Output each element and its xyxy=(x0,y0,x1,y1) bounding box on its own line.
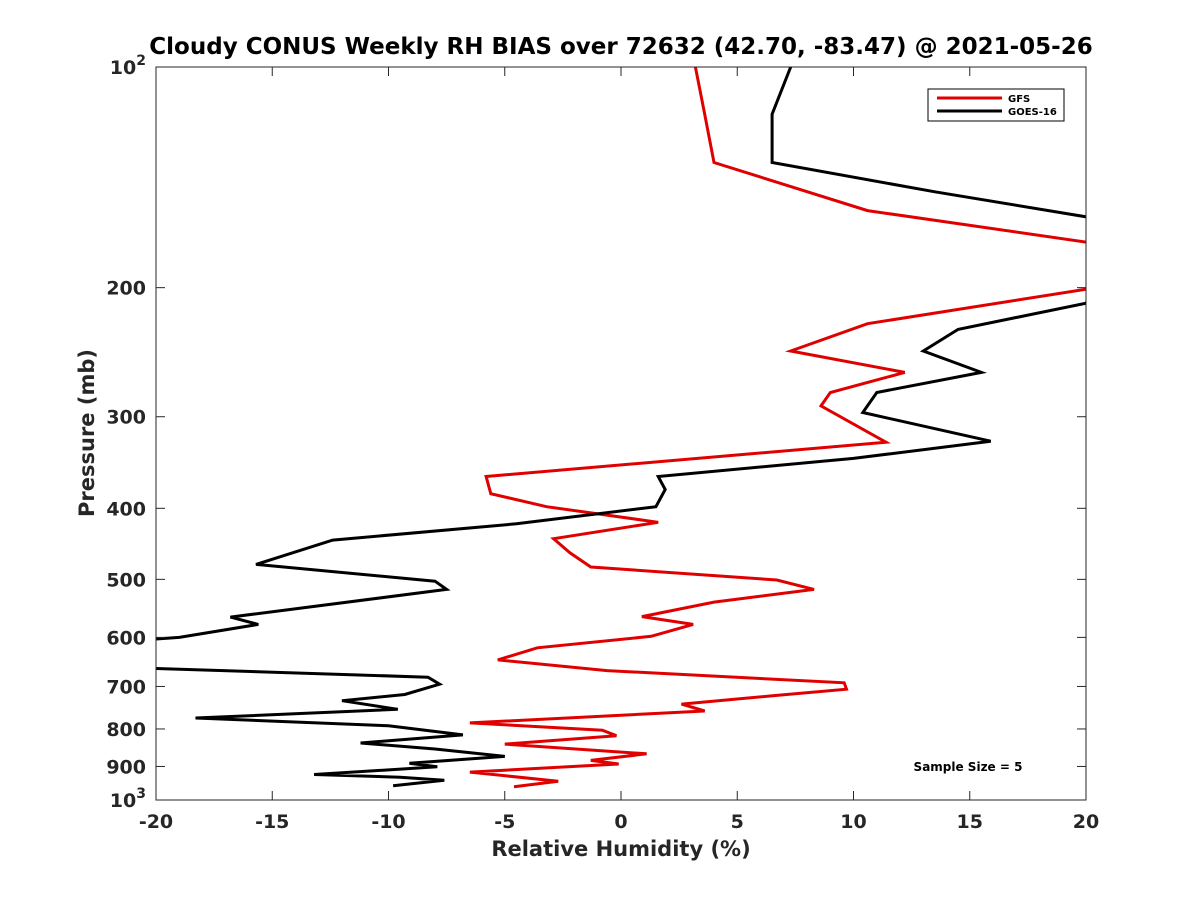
y-tick-label: 700 xyxy=(106,676,146,698)
x-axis-label: Relative Humidity (%) xyxy=(491,837,750,861)
y-tick-label: 200 xyxy=(106,278,146,300)
x-tick-label: 20 xyxy=(1073,811,1099,833)
chart-title: Cloudy CONUS Weekly RH BIAS over 72632 (… xyxy=(149,34,1092,60)
x-tick-label: -20 xyxy=(139,811,173,833)
y-tick-label: 300 xyxy=(106,407,146,429)
y-tick-label: 500 xyxy=(106,569,146,591)
legend-label: GOES-16 xyxy=(1008,107,1057,118)
legend-box xyxy=(927,88,1065,122)
legend-label: GFS xyxy=(1008,94,1030,105)
x-tick-label: -5 xyxy=(494,811,515,833)
y-axis: 102 200 300 400 500 600 700 800 900 103 xyxy=(106,53,1086,812)
y-tick-label: 400 xyxy=(106,498,146,520)
series-layer xyxy=(156,67,1086,789)
x-tick-label: 15 xyxy=(957,811,983,833)
x-tick-label: -10 xyxy=(371,811,405,833)
series-line-goes-16 xyxy=(156,67,1086,788)
y-tick-label: 900 xyxy=(106,756,146,778)
x-tick-label: -15 xyxy=(255,811,289,833)
x-tick-label: 5 xyxy=(731,811,744,833)
y-tick-label: 800 xyxy=(106,719,146,741)
series-line-gfs xyxy=(469,67,1086,789)
sample-size-annotation: Sample Size = 5 xyxy=(914,760,1023,774)
y-axis-label: Pressure (mb) xyxy=(75,349,99,517)
y-tick-label: 103 xyxy=(110,786,146,812)
y-tick-label: 102 xyxy=(110,53,146,79)
legend: GFS GOES-16 xyxy=(927,88,1065,122)
x-axis: -20 -15 -10 -5 0 5 10 15 20 xyxy=(139,67,1099,833)
x-tick-label: 0 xyxy=(614,811,627,833)
x-tick-label: 10 xyxy=(840,811,866,833)
plot-frame xyxy=(155,66,1087,801)
y-tick-label: 600 xyxy=(106,627,146,649)
